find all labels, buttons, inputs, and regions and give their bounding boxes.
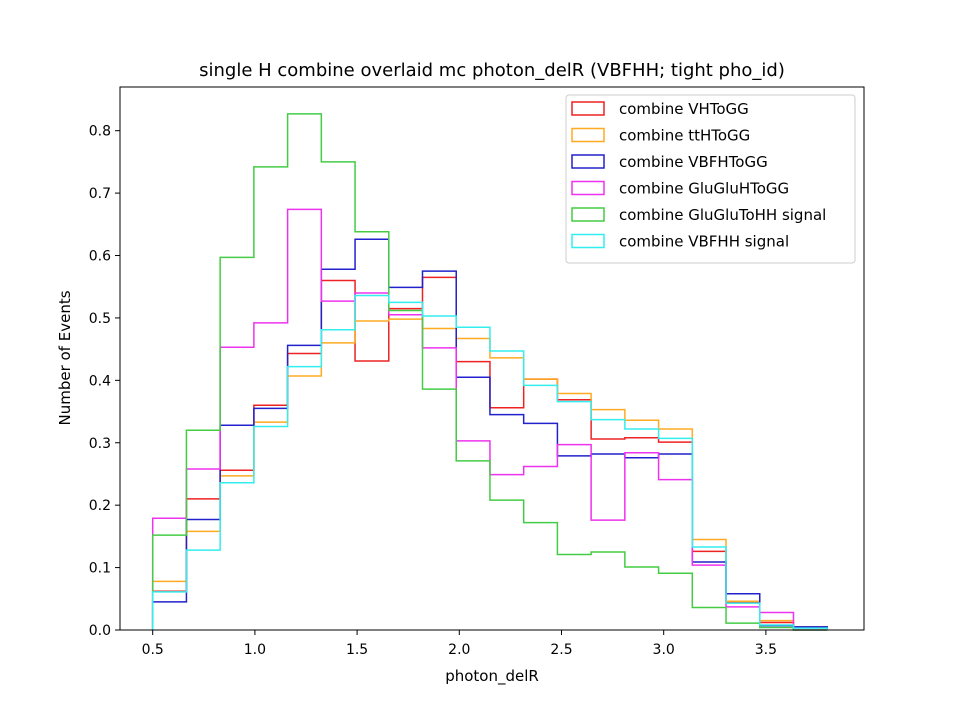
x-tick-label: 1.5	[346, 642, 368, 658]
y-tick-label: 0.7	[89, 186, 111, 202]
legend-swatch-combine-vbfhh-signal	[571, 233, 605, 249]
legend-label-combine-vbfhtogg: combine VBFHToGG	[619, 153, 768, 171]
legend-label-combine-vhtogg: combine VHToGG	[619, 100, 749, 118]
y-axis: 0.0 0.1 0.2 0.3 0.4 0.5 0.6 0.7 0.8	[89, 124, 120, 639]
x-tick-label: 2.5	[550, 642, 572, 658]
y-tick-label: 0.1	[89, 561, 111, 577]
legend-box	[565, 94, 856, 264]
y-tick-label: 0.2	[89, 498, 111, 514]
chart-title: single H combine overlaid mc photon_delR…	[199, 60, 785, 81]
plot-frame	[119, 86, 865, 631]
y-tick-label: 0.5	[89, 311, 111, 327]
x-tick-label: 2.0	[448, 642, 470, 658]
legend-label-combine-glugluhtogg: combine GluGluHToGG	[619, 180, 789, 198]
x-axis: 0.5 1.0 1.5 2.0 2.5 3.0 3.5	[142, 630, 777, 658]
legend-swatch-combine-gluglutohh-signal	[571, 207, 605, 222]
x-tick-label: 3.0	[653, 642, 675, 658]
series-combine-glugluhtogg	[151, 208, 828, 631]
y-tick-label: 0.6	[89, 249, 111, 265]
x-tick-label: 1.0	[244, 642, 266, 658]
y-tick-label: 0.8	[89, 124, 111, 140]
y-tick-label: 0.4	[89, 373, 111, 389]
x-axis-label: photon_delR	[445, 667, 539, 686]
y-tick-label: 0.0	[89, 623, 111, 639]
legend-label-combine-gluglutohh-signal: combine GluGluToHH signal	[619, 206, 826, 224]
x-tick-label: 0.5	[142, 642, 164, 658]
legend-label-combine-tthtogg: combine ttHToGG	[619, 127, 750, 145]
y-tick-label: 0.3	[89, 436, 111, 452]
legend-swatch-combine-tthtogg	[571, 127, 605, 143]
legend: combine VHToGG combine ttHToGG combine VBF…	[565, 94, 856, 264]
x-tick-label: 3.5	[755, 642, 777, 658]
series-combine-vbfhh-signal	[151, 294, 828, 630]
y-axis-label: Number of Events	[56, 290, 74, 425]
series-layer	[151, 113, 828, 631]
legend-swatch-combine-vbfhtogg	[571, 154, 605, 169]
legend-swatch-combine-glugluhtogg	[571, 180, 605, 196]
legend-swatch-combine-vhtogg	[571, 101, 605, 116]
series-combine-gluglutohh-signal	[151, 113, 828, 631]
legend-label-combine-vbfhh-signal: combine VBFHH signal	[619, 233, 789, 251]
